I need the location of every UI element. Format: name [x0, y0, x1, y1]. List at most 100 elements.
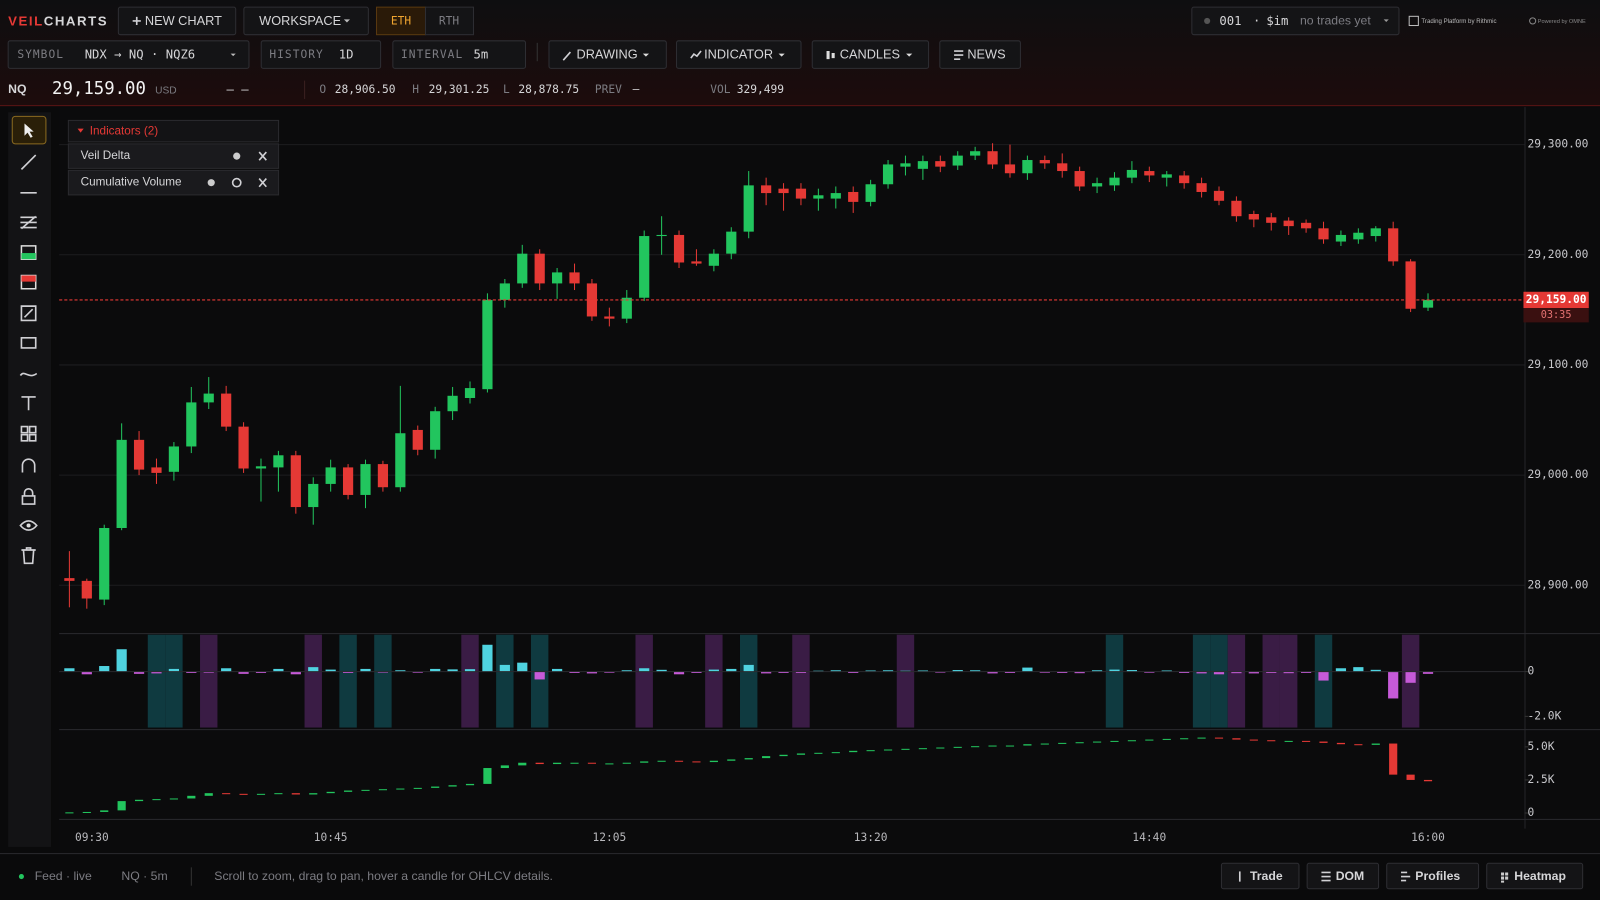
delta-bar: [1266, 671, 1277, 673]
candle-body: [1213, 190, 1225, 201]
delta-bar: [1196, 671, 1207, 674]
powered: Powered by OMNE: [1538, 19, 1586, 25]
rth-button[interactable]: [425, 6, 474, 36]
candle-body: [744, 758, 753, 760]
tool-line[interactable]: [20, 154, 37, 170]
candle-body: [1284, 740, 1293, 742]
indicator-button[interactable]: [676, 40, 802, 69]
indicator-row[interactable]: [67, 143, 280, 169]
account-selector[interactable]: [1191, 6, 1400, 36]
tool-magnet[interactable]: [21, 458, 36, 473]
candle-body: [221, 393, 232, 427]
candles-button[interactable]: [811, 40, 930, 69]
delta-bar: [517, 662, 528, 672]
tool-brush[interactable]: [19, 372, 38, 377]
heatmap-button[interactable]: [1486, 862, 1584, 890]
indicators-header[interactable]: [67, 119, 280, 143]
candle-body: [151, 467, 162, 473]
candle-body: [273, 455, 284, 468]
tool-long-fill: [21, 253, 36, 260]
delta-bar: [342, 671, 354, 673]
candle-body: [344, 790, 353, 792]
candle-body: [900, 163, 911, 167]
eye-pupil: [26, 523, 31, 528]
chart-area[interactable]: [59, 107, 1600, 854]
delta-bar: [308, 667, 319, 672]
caret: [642, 53, 649, 57]
profiles-icon: [1401, 871, 1411, 882]
candle-body: [1370, 228, 1381, 237]
candle-body: [81, 580, 92, 599]
candle-body: [396, 788, 405, 790]
highlight-band: [896, 634, 915, 728]
history-selector[interactable]: [260, 40, 382, 69]
tool-patterns[interactable]: [20, 425, 37, 442]
tool-lock[interactable]: [21, 487, 36, 505]
caret: [906, 53, 913, 57]
partner: Trading Platform by Rithmic: [1421, 18, 1496, 25]
news-button[interactable]: [939, 40, 1021, 69]
tool-eye[interactable]: [19, 520, 38, 531]
candle-body: [883, 749, 893, 751]
candle-body: [587, 762, 597, 764]
candle-body: [325, 467, 336, 484]
candle-body: [1232, 738, 1241, 740]
account-separator: ·: [1253, 14, 1260, 28]
delta-bar: [1335, 668, 1347, 672]
highlight-band: [496, 634, 514, 728]
symbol-selector[interactable]: [7, 40, 250, 69]
delta-bar: [917, 670, 928, 672]
candle-body: [1353, 232, 1364, 240]
indicator-settings[interactable]: [231, 177, 242, 188]
candle-body: [169, 798, 178, 800]
profiles-button[interactable]: [1386, 862, 1480, 890]
tool-channel[interactable]: [20, 215, 37, 230]
indicator-remove[interactable]: [258, 178, 267, 188]
candle-body: [342, 467, 354, 495]
candle-body: [1039, 160, 1050, 164]
delta-bar: [360, 668, 371, 672]
candle-body: [377, 464, 389, 488]
dom-label: DOM: [1336, 869, 1365, 883]
delta-bar: [1126, 670, 1138, 672]
candle-body: [448, 785, 457, 787]
candle-body: [552, 272, 563, 284]
delta-bar: [482, 644, 493, 672]
indicator-visibility[interactable]: [207, 179, 215, 187]
candle-body: [604, 316, 615, 319]
tool-trash[interactable]: [21, 547, 36, 565]
candle-body: [186, 402, 197, 447]
dom-button[interactable]: [1306, 862, 1380, 890]
drawing-button[interactable]: [548, 40, 667, 69]
trade-label: Trade: [1250, 869, 1283, 883]
delta-bar: [1213, 671, 1225, 675]
trend-icon: [690, 50, 702, 59]
candle-body: [482, 299, 493, 390]
delta-bar: [1022, 667, 1033, 672]
indicator-name: Cumulative Volume: [81, 176, 182, 189]
tool-text[interactable]: [21, 396, 36, 411]
candle-body: [413, 787, 422, 789]
candle-body: [255, 466, 267, 469]
tool-rect[interactable]: [20, 336, 37, 349]
delta-bar: [133, 671, 145, 674]
account-dot: [1204, 17, 1211, 24]
candle-body: [308, 483, 319, 508]
indicator-remove[interactable]: [258, 151, 267, 161]
interval-selector[interactable]: [392, 40, 527, 69]
new-chart-button[interactable]: [117, 6, 237, 36]
plot: 28,900.00 29,000.00 29,100.00 29,200.00 29,3…: [59, 138, 1589, 844]
trade-button[interactable]: [1220, 862, 1300, 890]
quote-symbol: NQ: [8, 82, 26, 96]
footer-hint: Scroll to zoom, drag to pan, hover a can…: [214, 869, 553, 883]
prev-value: —: [633, 83, 640, 96]
candle-body: [431, 786, 440, 788]
tool-measure[interactable]: [20, 305, 37, 322]
indicator-row[interactable]: [67, 169, 280, 196]
indicator-visibility[interactable]: [233, 152, 241, 160]
candle-body: [605, 763, 614, 765]
caret: [343, 19, 350, 23]
workspace-button[interactable]: [243, 6, 369, 36]
delta-bar: [639, 668, 650, 672]
